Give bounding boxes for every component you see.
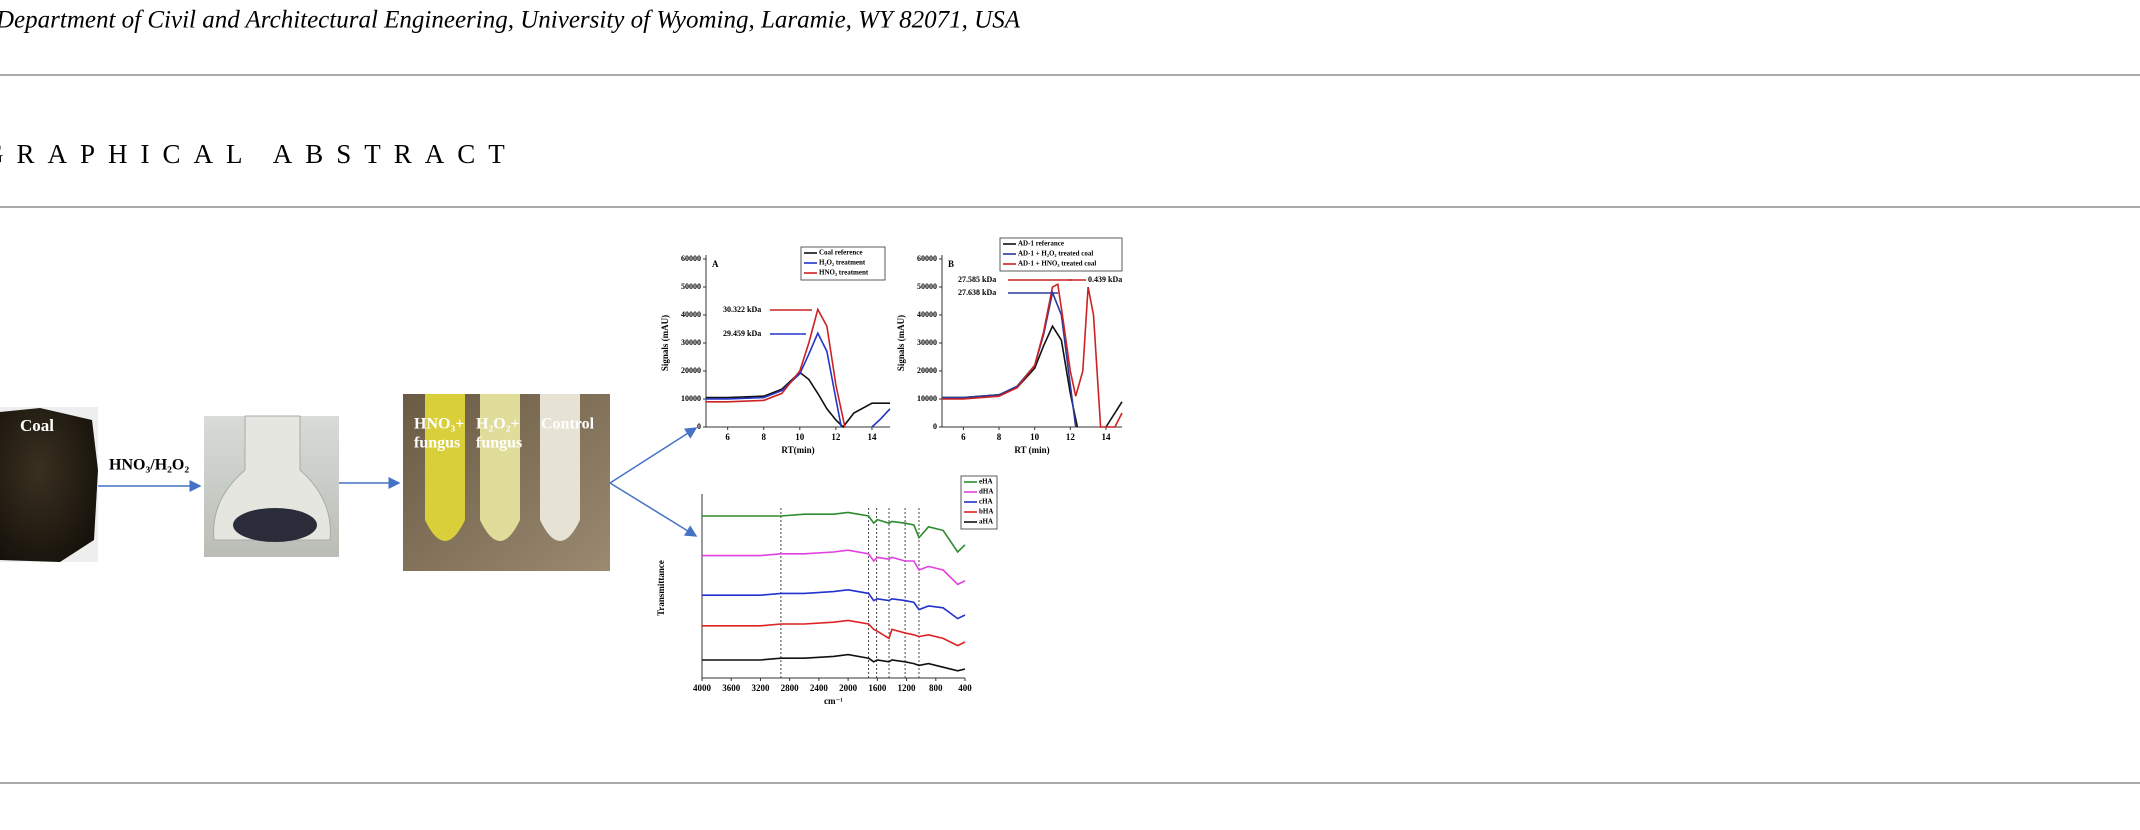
x-tick-label: 4000 — [693, 683, 712, 693]
series-line — [702, 619, 966, 647]
legend-label: Coal reference — [819, 249, 862, 257]
legend-label: bHA — [979, 508, 993, 516]
photo-label: fungus — [414, 435, 460, 452]
series-line — [942, 289, 1077, 428]
x-tick-label: 6 — [725, 432, 730, 442]
legend-label: dHA — [979, 488, 993, 496]
series-line — [942, 282, 1123, 428]
y-tick-label: 30000 — [917, 338, 937, 347]
annotation: 29.459 kDa — [723, 329, 761, 338]
x-tick-label: 12 — [831, 432, 841, 442]
legend-label: eHA — [979, 478, 993, 486]
y-tick-label: 40000 — [681, 310, 701, 319]
x-tick-label: 2800 — [781, 683, 800, 693]
x-tick-label: 400 — [958, 683, 972, 693]
legend-label: AD-1 + HNO₃ treated coal — [1018, 260, 1096, 268]
legend-label: HNO₃ treatment — [819, 269, 869, 277]
legend-label: AD-1 + H₂O₂ treated coal — [1018, 250, 1093, 258]
series-line — [702, 588, 966, 620]
legend-box — [960, 475, 998, 530]
x-tick-label: 1200 — [898, 683, 917, 693]
x-tick-label: 2400 — [810, 683, 829, 693]
panel-label: A — [712, 259, 719, 269]
y-tick-label: 0 — [933, 422, 937, 431]
tube — [480, 394, 520, 541]
y-tick-label: 60000 — [681, 254, 701, 263]
series-line — [706, 307, 846, 428]
photo-label: HNO₃+ — [414, 416, 464, 433]
y-tick-label: 10000 — [917, 394, 937, 403]
y-tick-label: 20000 — [917, 366, 937, 375]
y-tick-label: 30000 — [681, 338, 701, 347]
annotation: 0.439 kDa — [1088, 275, 1122, 284]
coal-sample — [0, 408, 98, 562]
x-tick-label: 1600 — [868, 683, 887, 693]
photo-label: fungus — [476, 435, 522, 452]
tube — [425, 394, 465, 541]
annotation: 27.638 kDa — [958, 288, 996, 297]
y-tick-label: 40000 — [917, 310, 937, 319]
flask — [213, 415, 331, 541]
annotation: 27.585 kDa — [958, 275, 996, 284]
y-tick-label: 20000 — [681, 366, 701, 375]
photo-label: Control — [541, 416, 595, 433]
x-tick-label: 2000 — [839, 683, 858, 693]
photo-label: Coal — [20, 416, 54, 435]
series-line — [706, 331, 891, 428]
x-tick-label: 14 — [1101, 432, 1111, 442]
section-title: GRAPHICAL ABSTRACT — [0, 139, 518, 169]
y-axis-label: Signals (mAU) — [896, 315, 906, 371]
y-tick-label: 60000 — [917, 254, 937, 263]
legend-label: aHA — [979, 518, 993, 526]
arrow — [609, 482, 698, 537]
y-axis-label: Signals (mAU) — [660, 315, 670, 371]
legend-label: H₂O₂ treatment — [819, 259, 866, 267]
legend-label: AD-1 referance — [1018, 240, 1064, 248]
x-axis-label: RT(min) — [781, 445, 814, 455]
y-tick-label: 0 — [697, 422, 701, 431]
series-line — [702, 511, 966, 554]
x-axis-label: RT (min) — [1014, 445, 1049, 455]
legend-box — [800, 246, 886, 281]
y-tick-label: 50000 — [917, 282, 937, 291]
x-tick-label: 10 — [1030, 432, 1040, 442]
affiliation: Department of Civil and Architectural En… — [0, 7, 1021, 34]
photo-label: H₂O₂+ — [476, 416, 520, 433]
legend-box — [999, 237, 1123, 272]
x-tick-label: 14 — [867, 432, 877, 442]
y-tick-label: 50000 — [681, 282, 701, 291]
series-line — [702, 653, 966, 672]
coal-particles — [233, 508, 317, 542]
x-tick-label: 12 — [1066, 432, 1076, 442]
y-axis-label: Transmittance — [656, 560, 666, 616]
annotation: 30.322 kDa — [723, 305, 761, 314]
panel-label: B — [948, 259, 954, 269]
reaction-label: HNO₃/H₂O₂ — [109, 457, 189, 474]
x-tick-label: 8 — [997, 432, 1002, 442]
x-tick-label: 3600 — [722, 683, 741, 693]
x-axis-label: cm⁻¹ — [824, 696, 843, 706]
x-tick-label: 800 — [929, 683, 943, 693]
legend-label: cHA — [979, 498, 993, 506]
x-tick-label: 3200 — [751, 683, 770, 693]
x-tick-label: 10 — [795, 432, 805, 442]
series-line — [702, 549, 966, 586]
x-tick-label: 8 — [761, 432, 766, 442]
series-line — [706, 371, 890, 429]
x-tick-label: 6 — [961, 432, 966, 442]
tube — [540, 394, 580, 541]
y-tick-label: 10000 — [681, 394, 701, 403]
arrow — [609, 427, 698, 484]
